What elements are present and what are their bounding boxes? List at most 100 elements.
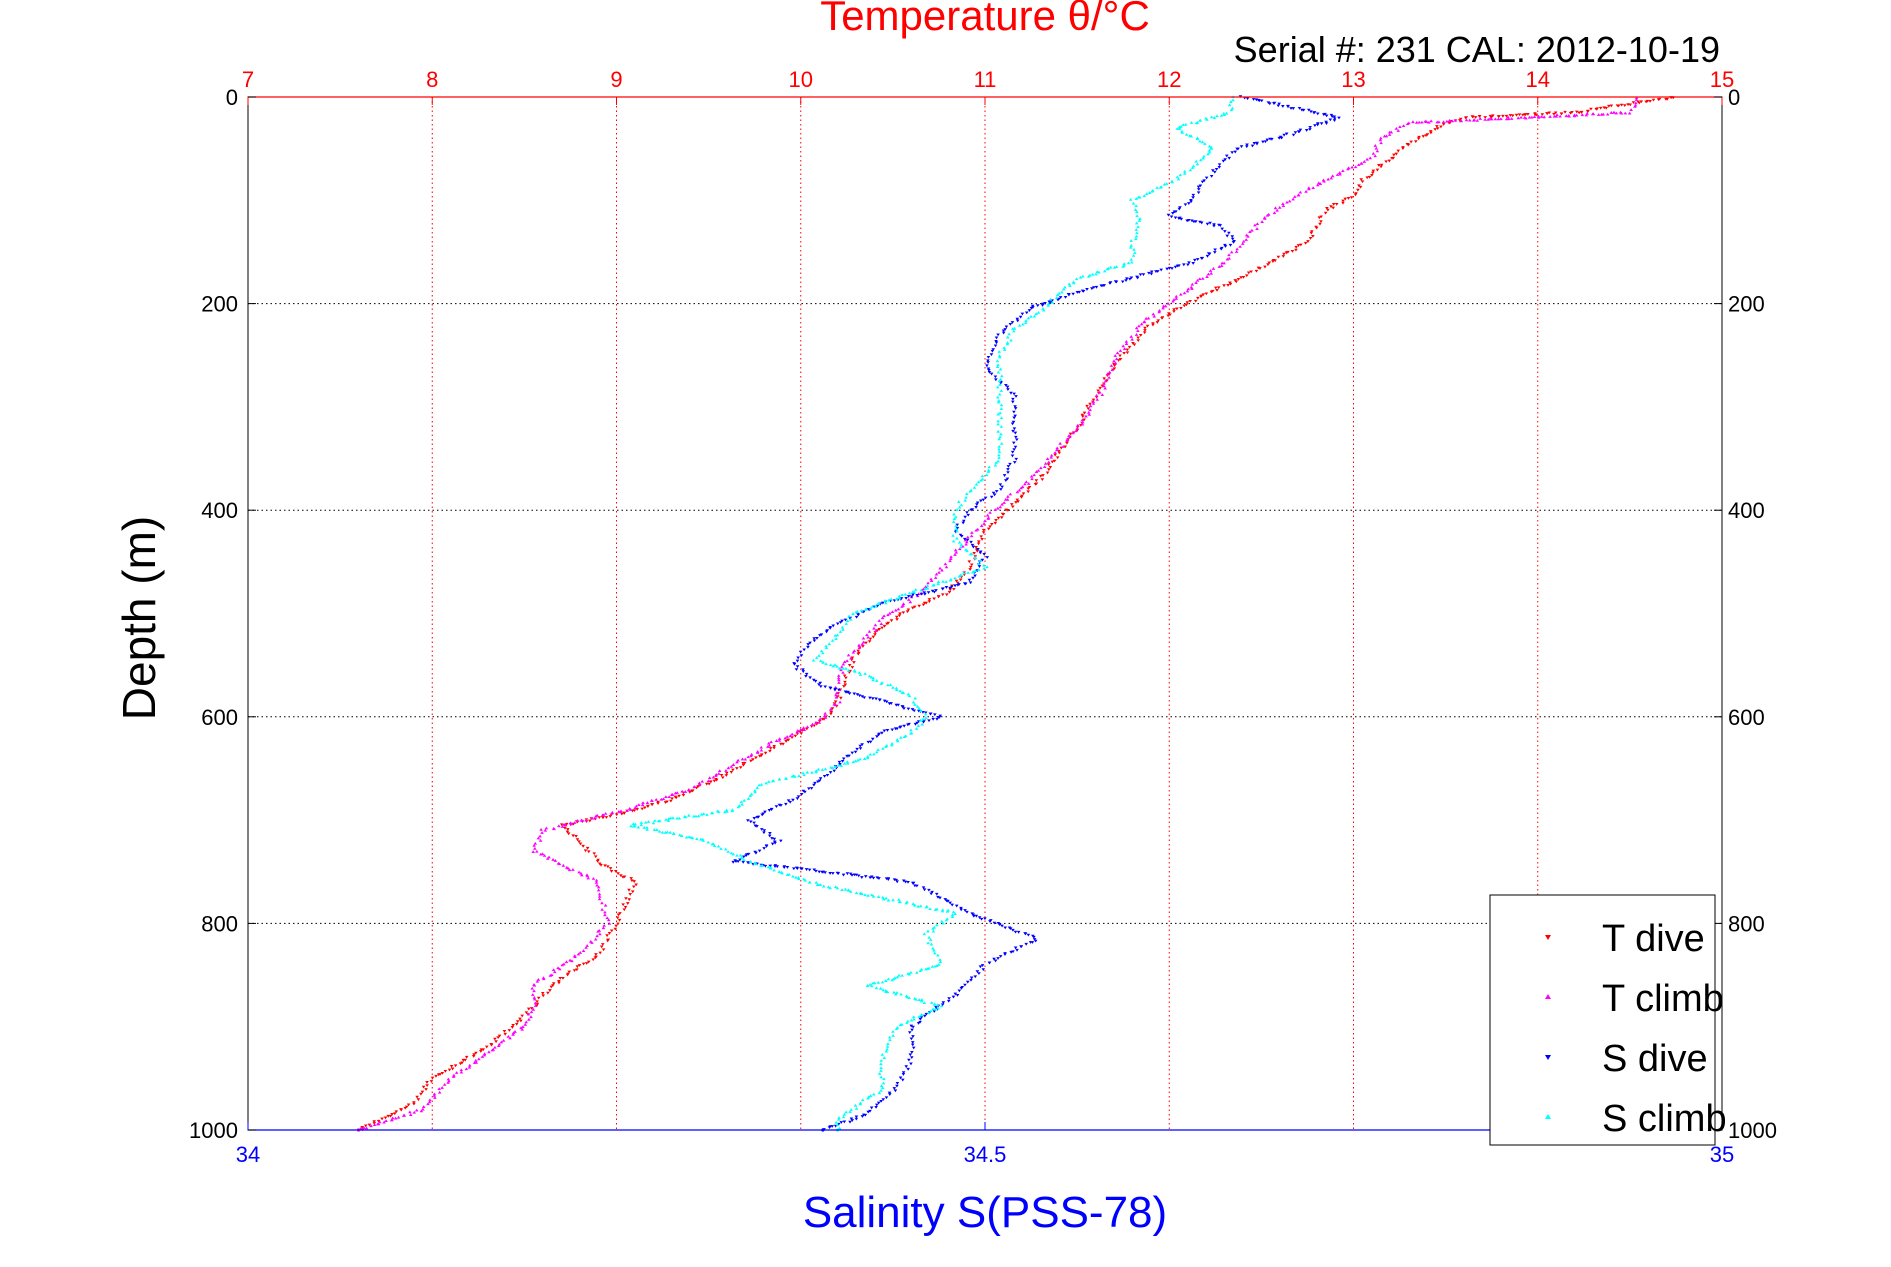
data-marker <box>1328 118 1333 122</box>
data-marker <box>854 1117 859 1121</box>
data-marker <box>875 735 879 739</box>
data-marker <box>1448 121 1452 125</box>
data-marker <box>937 570 941 574</box>
data-marker <box>952 512 956 516</box>
data-marker <box>363 1124 368 1128</box>
data-marker <box>1464 116 1469 120</box>
data-marker <box>863 607 868 611</box>
data-marker <box>986 367 991 371</box>
data-marker <box>1192 258 1197 262</box>
data-marker <box>1656 98 1661 102</box>
data-marker <box>904 596 908 600</box>
data-marker <box>919 999 924 1003</box>
right-tick-label: 1000 <box>1728 1118 1777 1143</box>
data-marker <box>880 1086 885 1090</box>
data-marker <box>813 781 817 785</box>
data-marker <box>1229 108 1234 112</box>
data-marker <box>1032 473 1036 477</box>
data-marker <box>1006 465 1011 468</box>
data-marker <box>903 592 908 596</box>
data-marker <box>998 483 1003 487</box>
data-marker <box>861 1113 866 1117</box>
data-marker <box>1203 142 1207 145</box>
data-marker <box>1091 401 1096 405</box>
data-marker <box>863 875 868 878</box>
data-marker <box>1082 418 1086 422</box>
data-marker <box>741 763 746 767</box>
data-marker <box>989 495 994 499</box>
data-marker <box>881 601 885 605</box>
data-marker <box>988 920 992 923</box>
data-marker <box>917 1015 921 1018</box>
data-marker <box>879 1088 883 1092</box>
data-marker <box>907 1058 911 1062</box>
data-marker <box>994 339 998 343</box>
data-marker <box>1191 262 1195 265</box>
data-marker <box>1234 250 1239 253</box>
data-marker <box>894 688 899 692</box>
data-marker <box>872 752 876 756</box>
data-marker <box>1026 316 1031 320</box>
data-marker <box>979 499 983 503</box>
data-marker <box>1326 177 1330 181</box>
data-marker <box>760 813 765 817</box>
data-marker <box>421 1085 426 1089</box>
data-marker <box>1285 200 1289 204</box>
data-marker <box>885 622 889 626</box>
data-marker <box>749 792 754 796</box>
data-marker <box>866 756 870 760</box>
data-marker <box>692 785 697 788</box>
data-marker <box>1080 415 1085 419</box>
data-marker <box>932 1003 937 1006</box>
data-marker <box>874 697 878 701</box>
data-marker <box>487 1050 491 1054</box>
data-marker <box>804 672 809 676</box>
data-marker <box>359 1126 363 1130</box>
data-marker <box>1019 486 1023 490</box>
data-marker <box>803 878 808 882</box>
data-marker <box>871 697 875 701</box>
data-marker <box>1277 205 1282 209</box>
data-marker <box>432 1093 437 1097</box>
data-marker <box>502 1029 507 1033</box>
data-marker <box>995 395 1000 399</box>
data-marker <box>880 616 885 620</box>
data-marker <box>954 550 959 554</box>
data-marker <box>375 1122 380 1126</box>
data-marker <box>744 854 748 858</box>
data-marker <box>1375 168 1380 172</box>
data-marker <box>990 522 994 526</box>
data-marker <box>1050 300 1055 304</box>
data-marker <box>440 1086 444 1089</box>
data-marker <box>837 760 842 764</box>
data-marker <box>1190 166 1195 169</box>
data-marker <box>884 700 889 704</box>
data-marker <box>809 787 814 790</box>
data-marker <box>929 1009 933 1013</box>
data-marker <box>1143 329 1147 332</box>
data-marker <box>1315 112 1320 116</box>
data-marker <box>753 789 757 792</box>
data-marker <box>915 721 919 725</box>
data-marker <box>903 880 908 884</box>
data-marker <box>1637 101 1642 105</box>
data-marker <box>535 1000 539 1004</box>
data-marker <box>930 890 934 894</box>
data-marker <box>986 359 990 363</box>
data-marker <box>1024 311 1029 315</box>
data-marker <box>891 1034 895 1037</box>
data-marker <box>769 808 774 812</box>
data-marker <box>791 798 795 802</box>
data-marker <box>1072 281 1076 285</box>
data-marker <box>683 790 688 793</box>
data-marker <box>1114 357 1119 361</box>
data-marker <box>1277 136 1282 140</box>
data-marker <box>1201 293 1206 297</box>
data-marker <box>981 498 986 502</box>
data-marker <box>975 549 980 553</box>
data-marker <box>736 805 741 809</box>
data-marker <box>993 521 998 525</box>
data-marker <box>1001 331 1006 335</box>
data-marker <box>1207 148 1212 152</box>
